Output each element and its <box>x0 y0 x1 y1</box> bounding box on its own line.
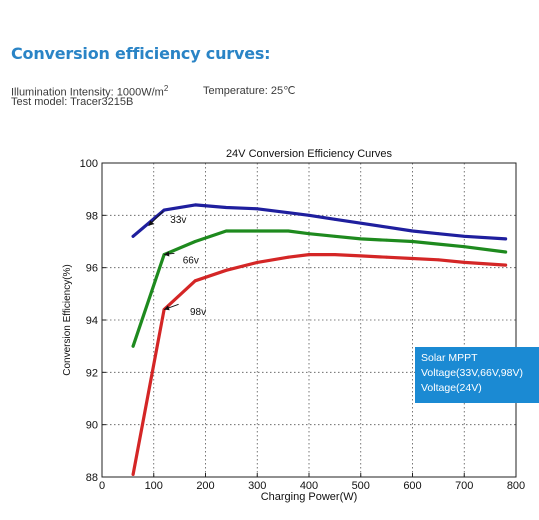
illumination-text: Illumination Intensity: 1000W/m <box>11 86 164 99</box>
data-point-66v <box>307 232 311 236</box>
data-point-66v <box>162 253 166 256</box>
data-point-98v <box>359 254 363 258</box>
y-tick-label: 90 <box>86 420 98 432</box>
data-point-33v <box>436 232 440 236</box>
data-point-66v <box>436 242 440 246</box>
data-point-33v <box>193 203 197 207</box>
annotation-arrowhead-66v <box>164 251 170 257</box>
data-point-98v <box>255 261 259 264</box>
annotation-label-33v: 33v <box>170 215 186 226</box>
series-line-66v <box>131 229 508 348</box>
info-box: Solar MPPT Voltage(33V,66V,98V) Voltage(… <box>415 347 539 403</box>
data-point-98v <box>411 257 414 260</box>
info-line-2: Voltage(33V,66V,98V) <box>421 367 523 379</box>
data-point-66v <box>462 245 466 249</box>
annotation-arrowhead-33v <box>148 220 154 226</box>
annotation-label-66v: 66v <box>183 256 199 267</box>
x-tick-label: 300 <box>248 480 266 492</box>
chart-title: 24V Conversion Efficiency Curves <box>226 148 393 160</box>
data-point-98v <box>286 255 290 259</box>
y-axis-label: Conversion Efficiency(%) <box>62 264 73 376</box>
data-point-98v <box>436 258 440 262</box>
data-point-98v <box>385 255 389 259</box>
x-axis-label: Charging Power(W) <box>261 491 358 503</box>
data-point-33v <box>411 229 414 233</box>
data-point-66v <box>286 229 290 233</box>
data-point-98v <box>333 253 337 256</box>
illumination-line: Illumination Intensity: 1000W/m2 Tempera… <box>11 84 295 99</box>
data-point-33v <box>307 213 311 217</box>
x-tick-label: 0 <box>99 480 105 492</box>
info-line-3: Voltage(24V) <box>421 382 482 394</box>
temperature-text: Temperature: 25℃ <box>203 85 296 97</box>
data-point-33v <box>286 211 290 215</box>
series-line-98v <box>131 253 508 476</box>
x-tick-label: 100 <box>145 480 163 492</box>
annotation-label-98v: 98v <box>190 307 206 318</box>
page-title: Conversion efficiency curves: <box>11 44 271 63</box>
data-point-66v <box>385 238 389 242</box>
data-point-66v <box>131 344 135 348</box>
x-tick-label: 700 <box>455 480 473 492</box>
data-point-33v <box>359 221 363 225</box>
data-point-66v <box>224 229 228 233</box>
data-point-66v <box>255 229 259 233</box>
data-point-66v <box>193 240 197 243</box>
data-point-66v <box>359 237 363 241</box>
data-point-33v <box>224 206 228 209</box>
y-tick-label: 96 <box>86 263 98 275</box>
data-point-33v <box>504 237 508 241</box>
data-point-33v <box>255 207 259 211</box>
test-model-text: Test model: Tracer3215B <box>11 96 134 108</box>
annotation-arrowhead-98v <box>164 305 170 311</box>
y-tick-label: 100 <box>80 158 98 170</box>
x-tick-label: 200 <box>196 480 214 492</box>
data-point-66v <box>411 240 414 243</box>
x-tick-label: 800 <box>507 480 525 492</box>
x-tick-label: 500 <box>352 480 370 492</box>
series-line-33v <box>131 203 508 241</box>
y-tick-label: 98 <box>86 210 98 222</box>
x-tick-label: 600 <box>403 480 421 492</box>
data-point-98v <box>193 279 197 283</box>
y-tick-label: 92 <box>86 367 98 379</box>
data-point-33v <box>385 225 389 229</box>
x-tick-label: 400 <box>300 480 318 492</box>
data-point-98v <box>504 263 508 267</box>
data-point-98v <box>307 253 311 256</box>
data-point-33v <box>333 217 337 221</box>
data-point-66v <box>504 250 508 254</box>
illumination-unit-sup: 2 <box>163 84 169 93</box>
data-point-33v <box>131 234 135 238</box>
data-point-98v <box>131 472 135 476</box>
data-point-98v <box>224 268 228 272</box>
info-line-1: Solar MPPT <box>421 352 478 364</box>
y-tick-label: 88 <box>86 472 98 484</box>
y-tick-label: 94 <box>86 315 98 327</box>
data-point-66v <box>333 234 337 238</box>
data-point-33v <box>462 234 466 238</box>
data-point-33v <box>162 208 166 212</box>
data-point-98v <box>462 261 466 264</box>
